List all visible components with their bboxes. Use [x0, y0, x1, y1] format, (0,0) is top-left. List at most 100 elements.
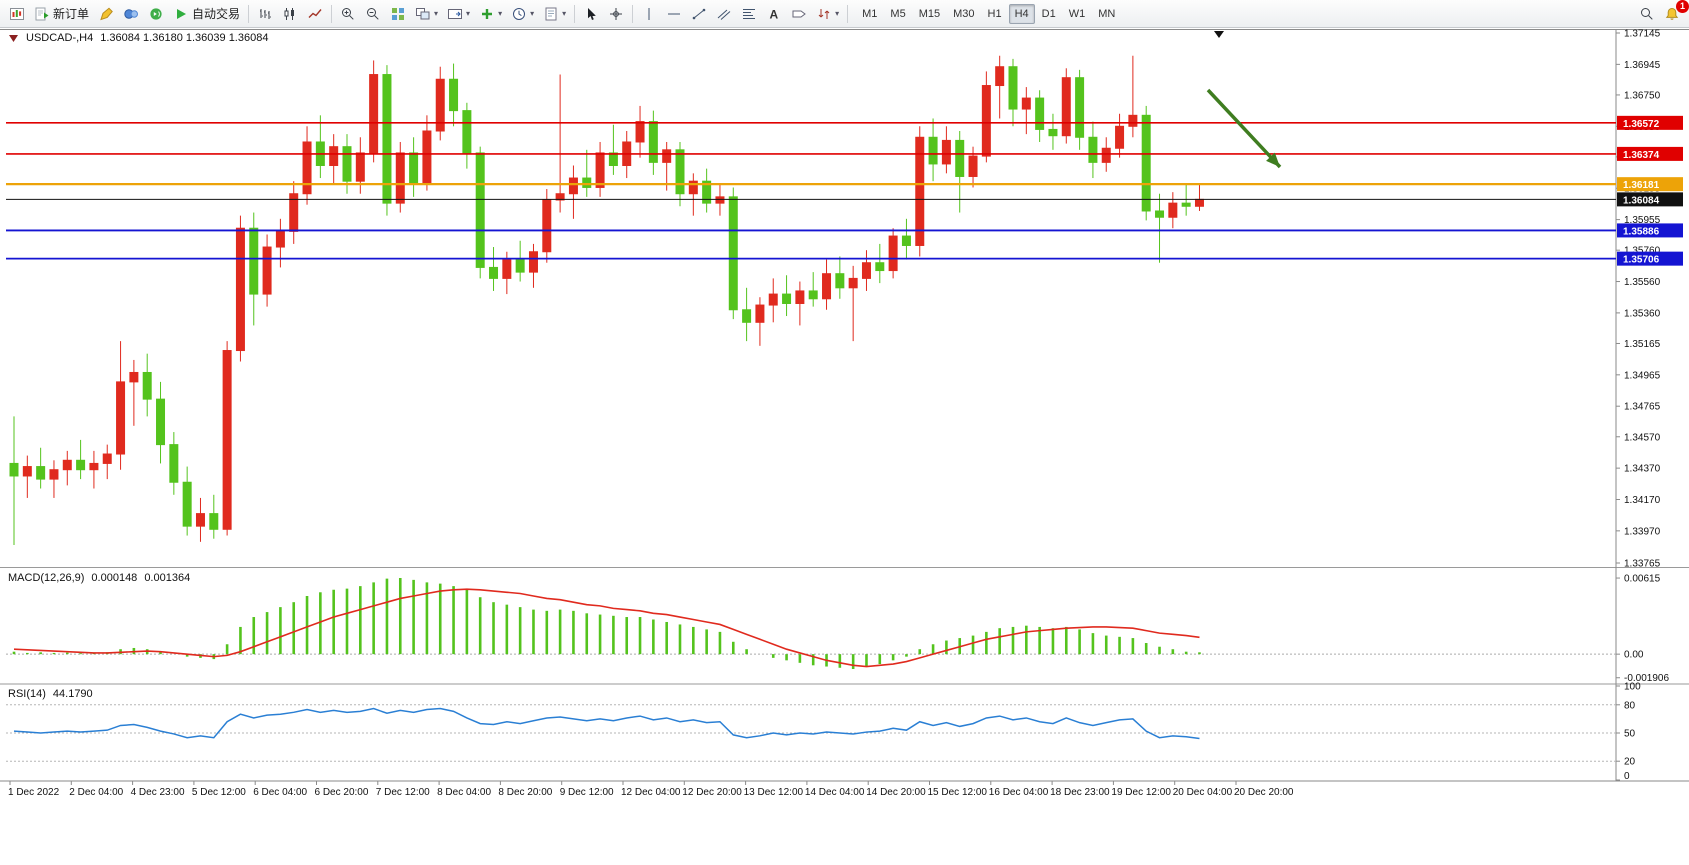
arrows-tool-button[interactable]: ▾	[812, 3, 843, 25]
ohlc-values: 1.36084 1.36180 1.36039 1.36084	[100, 32, 269, 44]
templates-button[interactable]: ▾	[539, 3, 570, 25]
periods-button[interactable]: ▾	[507, 3, 538, 25]
crosshair-button[interactable]	[604, 3, 628, 25]
svg-text:20 Dec 04:00: 20 Dec 04:00	[1173, 787, 1233, 798]
bell-icon	[1665, 7, 1679, 20]
macd-scale: 0.00615 0.00 -0.001906	[1616, 574, 1669, 684]
svg-text:14 Dec 20:00: 14 Dec 20:00	[866, 787, 926, 798]
timeframe-button-h1[interactable]: H1	[982, 4, 1008, 24]
horizontal-line-tool-button[interactable]	[662, 3, 686, 25]
dropdown-caret-icon: ▾	[530, 8, 535, 18]
new-order-icon	[35, 7, 49, 20]
zoom-in-button[interactable]	[336, 3, 360, 25]
autotrading-label: 自动交易	[192, 7, 241, 21]
svg-text:1.36181: 1.36181	[1623, 180, 1660, 191]
object-marker[interactable]	[1214, 31, 1224, 38]
label-tool-button[interactable]	[787, 3, 811, 25]
trendline-icon	[692, 8, 706, 19]
macd-main-value: 0.000148	[91, 572, 138, 584]
timeframe-button-mn[interactable]: MN	[1092, 4, 1121, 24]
arrow-annotation[interactable]	[1206, 88, 1282, 169]
level-line[interactable]: 1.36084	[6, 192, 1683, 207]
svg-text:4 Dec 23:00: 4 Dec 23:00	[131, 787, 185, 798]
new-chart-button[interactable]	[5, 3, 29, 25]
trendline-tool-button[interactable]	[687, 3, 711, 25]
chart-shift-button[interactable]: ▾	[443, 3, 474, 25]
svg-text:1.36572: 1.36572	[1623, 119, 1660, 130]
svg-text:8 Dec 04:00: 8 Dec 04:00	[437, 787, 491, 798]
level-line[interactable]: 1.35886	[6, 223, 1683, 238]
line-chart-mode-button[interactable]	[303, 3, 327, 25]
text-tool-button[interactable]: A	[762, 3, 786, 25]
toolbar-separator	[574, 4, 576, 23]
level-line[interactable]: 1.36181	[6, 177, 1683, 192]
line-chart-icon	[308, 8, 322, 18]
arrange-charts-button[interactable]: ▾	[411, 3, 442, 25]
dropdown-caret-icon: ▾	[498, 8, 503, 18]
svg-text:12 Dec 20:00: 12 Dec 20:00	[682, 787, 742, 798]
timeframe-button-w1[interactable]: W1	[1063, 4, 1092, 24]
fibonacci-tool-button[interactable]	[737, 3, 761, 25]
svg-text:2 Dec 04:00: 2 Dec 04:00	[69, 787, 123, 798]
time-scale[interactable]: 1 Dec 2022 2 Dec 04:00 4 Dec 23:00 5 Dec 12…	[8, 781, 1294, 798]
rsi-scale: 100 80 50 20 0	[1616, 682, 1641, 782]
dropdown-caret-icon: ▾	[562, 8, 567, 18]
zoom-in-icon	[342, 7, 354, 20]
autotrading-icon	[177, 8, 187, 19]
price-tag	[1617, 192, 1683, 207]
svg-text:1.34765: 1.34765	[1624, 402, 1661, 413]
svg-text:6 Dec 20:00: 6 Dec 20:00	[315, 787, 369, 798]
svg-text:13 Dec 12:00: 13 Dec 12:00	[744, 787, 804, 798]
autotrading-button[interactable]: 自动交易	[169, 3, 244, 25]
text-tool-icon: A	[770, 7, 779, 21]
candlestick-mode-button[interactable]	[278, 3, 302, 25]
rsi-name: RSI(14)	[8, 688, 46, 700]
svg-text:-0.001906: -0.001906	[1624, 673, 1669, 684]
level-line[interactable]: 1.36572	[6, 115, 1683, 130]
metaeditor-button[interactable]	[94, 3, 118, 25]
new-order-button[interactable]: 新订单	[30, 3, 93, 25]
sounds-icon	[150, 7, 162, 20]
candles	[9, 55, 1204, 545]
price-scale[interactable]: 1.371451.369451.367501.365501.363551.361…	[1616, 29, 1661, 570]
timeframe-button-h4[interactable]: H4	[1008, 3, 1035, 24]
dropdown-caret-icon: ▾	[835, 8, 840, 18]
svg-text:0.00615: 0.00615	[1624, 574, 1661, 585]
market-watch-button[interactable]	[119, 3, 143, 25]
search-button[interactable]	[1635, 3, 1659, 25]
rsi-label: RSI(14) 44.1790	[8, 688, 93, 700]
template-icon	[545, 7, 557, 20]
timeframe-button-m1[interactable]: M1	[856, 4, 883, 24]
cursor-button[interactable]	[579, 3, 603, 25]
zoom-out-button[interactable]	[361, 3, 385, 25]
svg-text:1.36945: 1.36945	[1624, 60, 1661, 71]
label-tag-icon	[792, 10, 806, 17]
tile-windows-button[interactable]	[386, 3, 410, 25]
svg-text:9 Dec 12:00: 9 Dec 12:00	[560, 787, 614, 798]
level-line[interactable]: 1.35706	[6, 251, 1683, 266]
indicators-button[interactable]: ▾	[475, 3, 506, 25]
new-chart-icon	[10, 7, 24, 20]
channel-tool-button[interactable]	[712, 3, 736, 25]
level-line[interactable]: 1.36374	[6, 146, 1683, 161]
timeframe-button-m5[interactable]: M5	[884, 4, 911, 24]
notifications-button[interactable]: 1	[1660, 0, 1689, 25]
vertical-line-tool-button[interactable]	[637, 3, 661, 25]
timeframe-button-m30[interactable]: M30	[947, 4, 980, 24]
chart-menu-icon[interactable]	[8, 33, 19, 44]
add-indicator-icon	[482, 8, 493, 19]
timeframe-button-m15[interactable]: M15	[913, 4, 946, 24]
svg-text:18 Dec 23:00: 18 Dec 23:00	[1050, 787, 1110, 798]
sounds-button[interactable]	[144, 3, 168, 25]
bar-chart-mode-button[interactable]	[253, 3, 277, 25]
svg-text:20: 20	[1624, 757, 1636, 768]
svg-text:20 Dec 20:00: 20 Dec 20:00	[1234, 787, 1294, 798]
price-tag	[1617, 115, 1683, 130]
dropdown-caret-icon: ▾	[466, 8, 471, 18]
price-tag	[1617, 223, 1683, 238]
svg-text:6 Dec 04:00: 6 Dec 04:00	[253, 787, 307, 798]
svg-text:16 Dec 04:00: 16 Dec 04:00	[989, 787, 1049, 798]
timeframe-button-d1[interactable]: D1	[1036, 4, 1062, 24]
